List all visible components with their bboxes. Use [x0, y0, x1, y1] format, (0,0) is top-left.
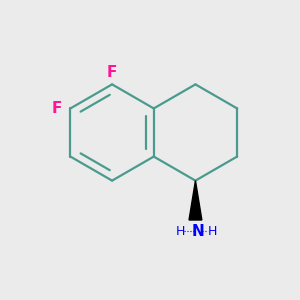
Text: H: H [208, 225, 217, 238]
Text: F: F [51, 101, 62, 116]
Text: H: H [176, 225, 185, 238]
Polygon shape [189, 181, 202, 220]
Text: F: F [107, 64, 117, 80]
Text: N: N [191, 224, 204, 238]
